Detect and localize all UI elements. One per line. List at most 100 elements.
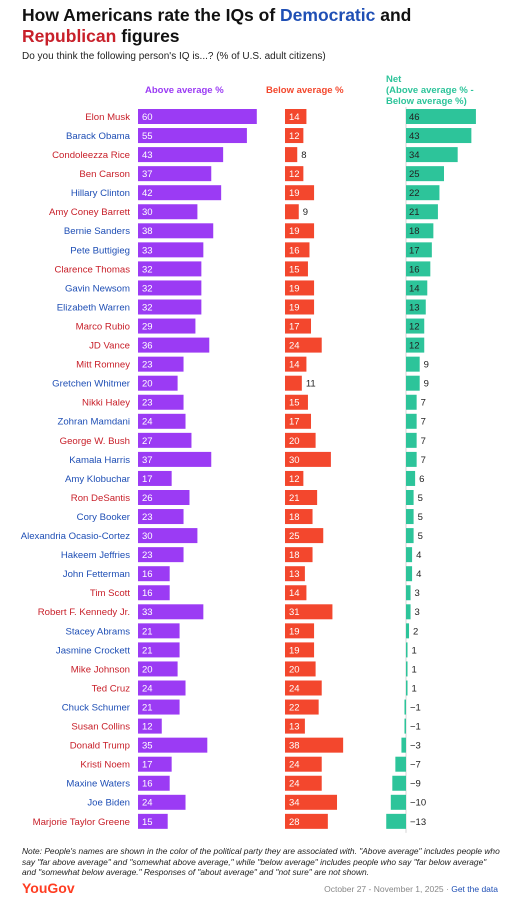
below-average-bar <box>285 737 344 753</box>
below-average-bar <box>285 699 319 715</box>
below-average-bar <box>285 585 307 601</box>
footer: October 27 - November 1, 2025 · Get the … <box>324 884 498 894</box>
above-average-bar <box>138 661 178 677</box>
row-label: Tim Scott <box>90 588 130 599</box>
net-value: 17 <box>409 245 420 256</box>
above-average-value: 60 <box>142 112 153 123</box>
below-average-value: 24 <box>289 341 300 352</box>
above-average-bar <box>138 223 214 239</box>
above-average-bar <box>138 528 198 544</box>
above-average-bar <box>138 813 168 829</box>
below-average-bar <box>285 413 312 429</box>
net-value: 18 <box>409 226 420 237</box>
below-average-bar <box>285 109 307 124</box>
above-average-value: 55 <box>142 131 153 142</box>
below-average-bar <box>285 566 305 582</box>
net-bar <box>406 337 425 353</box>
above-average-bar <box>138 547 184 563</box>
row-label: Elon Musk <box>85 112 130 123</box>
net-bar <box>404 718 406 734</box>
net-value: 3 <box>415 588 420 599</box>
below-average-bar <box>285 794 338 810</box>
row-label: Barack Obama <box>66 131 131 142</box>
below-average-value: 38 <box>289 741 300 752</box>
below-average-value: 12 <box>289 169 300 180</box>
below-average-value: 12 <box>289 474 300 485</box>
net-bar <box>395 756 406 772</box>
column-header-net: Net (Above average % - Below average %) <box>386 74 474 107</box>
below-average-bar <box>285 756 322 772</box>
above-average-bar <box>138 509 184 525</box>
above-average-bar <box>138 337 210 353</box>
net-bar <box>406 432 417 448</box>
below-average-bar <box>285 356 307 372</box>
above-average-value: 16 <box>142 779 153 790</box>
above-average-bar <box>138 185 222 201</box>
row-label: Hillary Clinton <box>71 188 130 199</box>
below-average-bar <box>285 432 316 448</box>
above-average-bar <box>138 394 184 410</box>
below-average-value: 11 <box>306 379 316 390</box>
row-label: Bernie Sanders <box>64 226 130 237</box>
row-label: Jasmine Crockett <box>56 645 130 656</box>
net-value: 2 <box>413 626 418 637</box>
net-value: 7 <box>421 455 426 466</box>
below-average-value: 14 <box>289 112 300 123</box>
above-average-value: 21 <box>142 702 153 713</box>
row-label: Marco Rubio <box>76 321 130 332</box>
above-average-value: 38 <box>142 226 153 237</box>
below-average-bar <box>285 547 313 563</box>
net-bar <box>406 242 432 258</box>
below-average-bar <box>285 147 298 163</box>
below-average-value: 24 <box>289 779 300 790</box>
above-average-bar <box>138 623 180 639</box>
above-average-bar <box>138 318 196 334</box>
above-average-bar <box>138 642 180 658</box>
net-bar <box>406 375 420 391</box>
row-label: Alexandria Ocasio-Cortez <box>21 531 131 542</box>
above-average-value: 33 <box>142 245 153 256</box>
below-average-value: 19 <box>289 645 300 656</box>
net-value: 13 <box>409 302 420 313</box>
net-value: 5 <box>418 512 423 523</box>
below-average-bar <box>285 280 315 296</box>
chart-title: How Americans rate the IQs of Democratic… <box>22 5 412 46</box>
yougov-logo[interactable]: YouGov <box>22 880 75 896</box>
net-bar <box>406 623 410 639</box>
below-average-value: 12 <box>289 131 300 142</box>
row-label: Hakeem Jeffries <box>61 550 130 561</box>
get-the-data-link[interactable]: Get the data <box>451 884 498 894</box>
below-average-value: 14 <box>289 360 300 371</box>
above-average-value: 16 <box>142 569 153 580</box>
below-average-value: 19 <box>289 226 300 237</box>
row-label: Gretchen Whitmer <box>52 379 131 390</box>
net-value: 43 <box>409 131 420 142</box>
net-value: −13 <box>410 817 426 828</box>
below-average-bar <box>285 680 322 696</box>
below-average-value: 17 <box>289 417 300 428</box>
net-bar <box>406 128 472 144</box>
net-value: 14 <box>409 283 420 294</box>
below-average-value: 20 <box>289 664 300 675</box>
net-bar <box>406 356 420 372</box>
above-average-bar <box>138 451 212 467</box>
above-average-bar <box>138 775 170 791</box>
row-label: Pete Buttigieg <box>70 245 130 256</box>
above-average-bar <box>138 280 202 296</box>
net-bar <box>406 661 408 677</box>
below-average-bar <box>285 223 315 239</box>
net-value: 5 <box>418 531 423 542</box>
net-bar <box>406 509 414 525</box>
above-average-bar <box>138 794 186 810</box>
below-average-bar <box>285 813 328 829</box>
below-average-bar <box>285 185 315 201</box>
row-label: Ben Carson <box>79 169 130 180</box>
net-bar <box>406 185 440 201</box>
above-average-value: 17 <box>142 474 153 485</box>
above-average-value: 23 <box>142 512 153 523</box>
above-average-bar <box>138 242 204 258</box>
net-bar <box>406 680 408 696</box>
above-average-value: 33 <box>142 607 153 618</box>
row-label: Amy Coney Barrett <box>49 207 130 218</box>
row-label: Robert F. Kennedy Jr. <box>38 607 130 618</box>
